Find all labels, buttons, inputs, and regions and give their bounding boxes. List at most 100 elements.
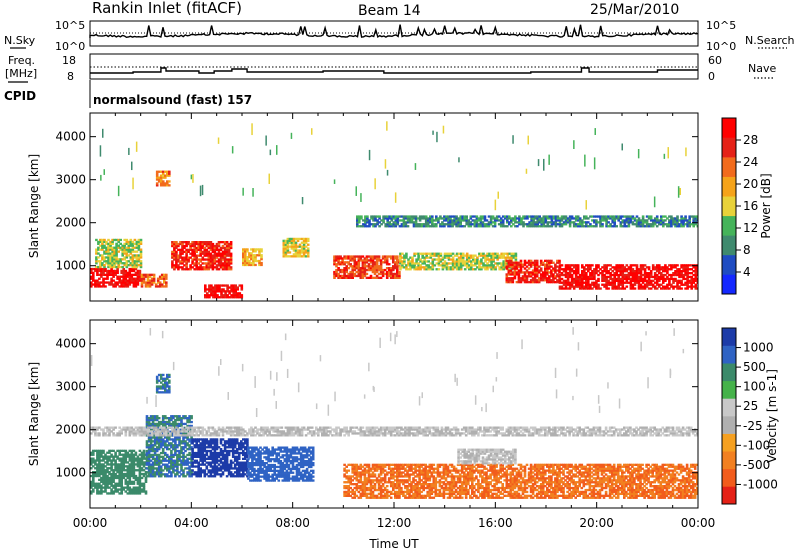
heatmap-cell [364, 215, 367, 218]
heatmap-cell [431, 223, 434, 226]
heatmap-cell [110, 269, 113, 273]
heatmap-cell [119, 265, 122, 269]
heatmap-cell [583, 273, 586, 277]
heatmap-cell [191, 262, 194, 265]
heatmap-cell [121, 250, 124, 253]
heatmap-cell [633, 277, 637, 281]
heatmap-cell [207, 258, 211, 261]
heatmap-cell [223, 260, 227, 263]
heatmap-cell [138, 484, 142, 487]
heatmap-cell [158, 275, 162, 278]
heatmap-cell [696, 219, 698, 222]
heatmap-cell [227, 268, 231, 271]
heatmap-cell [527, 275, 531, 278]
heatmap-cell [142, 449, 146, 452]
heatmap-cell [623, 281, 627, 284]
heatmap-cell [133, 238, 137, 242]
heatmap-cell [662, 268, 665, 271]
heatmap-cell [519, 271, 523, 274]
heatmap-cell [221, 268, 225, 271]
heatmap-cell [94, 467, 97, 470]
heatmap-cell [215, 252, 219, 255]
heatmap-cell [108, 480, 111, 483]
heatmap-cell [269, 149, 272, 156]
heatmap-cell [447, 268, 451, 271]
heatmap-cell [208, 286, 211, 289]
heatmap-cell [294, 249, 298, 252]
heatmap-cell [117, 260, 120, 263]
heatmap-cell [417, 252, 420, 255]
heatmap-cell [692, 279, 695, 282]
heatmap-cell [494, 262, 497, 265]
heatmap-cell [216, 294, 219, 297]
heatmap-cell [593, 281, 596, 284]
heatmap-cell [290, 239, 294, 242]
heatmap-cell [132, 453, 136, 456]
heatmap-cell [568, 285, 572, 288]
heatmap-cell [142, 490, 146, 493]
heatmap-cell [423, 262, 426, 265]
heatmap-cell [672, 219, 675, 222]
heatmap-cell [157, 422, 161, 426]
heatmap-cell [449, 266, 453, 269]
heatmap-cell [92, 472, 95, 476]
heatmap-cell [105, 246, 108, 249]
heatmap-cell [591, 275, 594, 279]
heatmap-cell [572, 266, 576, 269]
heatmap-cell [222, 296, 225, 299]
heatmap-cell [98, 469, 101, 472]
heatmap-cell [219, 248, 223, 251]
heatmap-cell [187, 248, 190, 251]
heatmap-cell [151, 418, 155, 422]
heatmap-cell [183, 256, 186, 259]
heatmap-cell [377, 272, 381, 276]
heatmap-cell [184, 455, 187, 458]
heatmap-cell [138, 467, 142, 470]
heatmap-cell [227, 254, 231, 257]
heatmap-cell [601, 275, 604, 279]
heatmap-cell [182, 438, 185, 441]
heatmap-cell [155, 422, 159, 426]
heatmap-cell [666, 285, 669, 288]
heatmap-cell [345, 267, 348, 270]
heatmap-cell [447, 215, 450, 218]
heatmap-cell [692, 281, 695, 284]
heatmap-cell [215, 471, 219, 474]
heatmap-cell [134, 457, 138, 460]
heatmap-cell [383, 268, 387, 272]
heatmap-cell [437, 219, 440, 222]
heatmap-cell [528, 223, 531, 226]
heatmap-cell [526, 225, 529, 228]
heatmap-cell [188, 457, 191, 460]
heatmap-cell [207, 455, 211, 458]
heatmap-cell [496, 258, 499, 261]
heatmap-cell [182, 459, 185, 462]
heatmap-cell [343, 272, 346, 276]
heatmap-cell [195, 444, 198, 447]
heatmap-cell [171, 244, 174, 248]
heatmap-cell [151, 475, 155, 478]
heatmap-cell [244, 252, 247, 255]
heatmap-cell [232, 284, 235, 287]
heatmap-cell [572, 264, 576, 267]
heatmap-cell [112, 271, 115, 274]
heatmap-cell [558, 287, 562, 290]
heatmap-cell [537, 265, 541, 268]
heatmap-cell [98, 484, 101, 487]
heatmap-cell [120, 457, 123, 460]
heatmap-cell [445, 262, 449, 265]
heatmap-cell [300, 251, 304, 254]
heatmap-cell [203, 266, 207, 269]
heatmap-cell [184, 422, 187, 426]
heatmap-cell [560, 281, 564, 284]
heatmap-cell [341, 268, 344, 272]
heatmap-cell [147, 461, 151, 464]
heatmap-cell [203, 250, 207, 253]
heatmap-cell [227, 442, 231, 445]
heatmap-cell [556, 275, 559, 278]
heatmap-cell [100, 281, 103, 284]
heatmap-cell [187, 256, 190, 259]
heatmap-cell [130, 449, 134, 452]
heatmap-cell [554, 221, 558, 224]
heatmap-cell [508, 223, 511, 226]
